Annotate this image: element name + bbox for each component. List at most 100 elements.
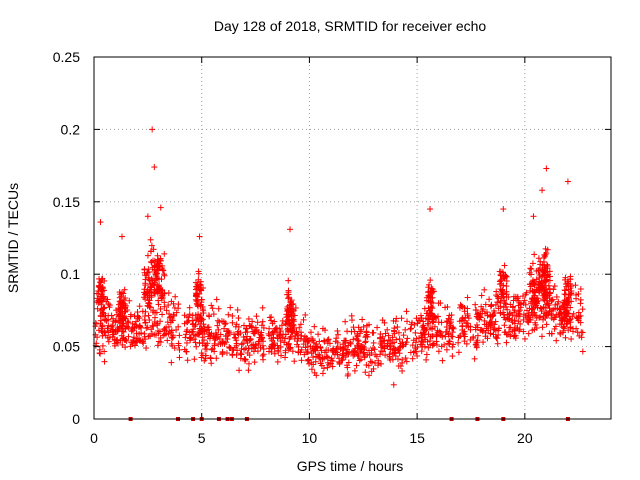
data-point [192,296,199,303]
data-point [521,335,528,342]
data-point [101,358,108,365]
data-point [377,340,384,347]
data-point [199,340,206,347]
data-point [95,283,102,290]
data-point [537,313,544,320]
data-point [94,305,101,312]
data-point [138,324,145,331]
data-point [115,339,122,346]
data-point [390,344,397,351]
data-point [529,260,536,267]
data-point [515,302,522,309]
data-point [543,309,550,316]
data-point [277,338,284,345]
data-point [161,271,168,278]
data-point [413,335,420,342]
data-point [502,300,509,307]
data-point [265,330,272,337]
data-point [564,178,571,185]
data-point [531,296,538,303]
data-point [501,262,508,269]
data-point [258,336,265,343]
data-point [175,323,182,330]
data-point [474,310,481,317]
data-point [144,213,151,220]
data-point [339,350,346,357]
data-point [116,325,123,332]
data-point [142,308,149,315]
data-point [457,301,464,308]
data-point [289,301,296,308]
data-point [105,338,112,345]
data-point [114,336,121,343]
data-point [542,294,549,301]
data-point [275,348,282,355]
data-point [531,251,538,258]
data-point [143,325,150,332]
data-point [572,282,579,289]
data-point [156,263,163,270]
data-point [184,357,191,364]
data-point [196,290,203,297]
data-point [97,320,104,327]
data-point [528,309,535,316]
data-point [148,248,155,255]
data-point [168,327,175,334]
data-point [142,272,149,279]
data-point [366,347,373,354]
data-point [170,312,177,319]
data-point [543,321,550,328]
data-point [122,304,129,311]
data-point [501,311,508,318]
data-point [310,347,317,354]
data-point [305,356,312,363]
data-point [318,347,325,354]
data-point [570,325,577,332]
data-point [186,329,193,336]
data-point [467,326,474,333]
data-point [176,332,183,339]
data-point [437,329,444,336]
data-point [97,307,104,314]
data-point [279,322,286,329]
data-point [402,355,409,362]
data-point [297,349,304,356]
data-point [360,323,367,330]
data-point [473,344,480,351]
data-point [274,358,281,365]
data-point [362,369,369,376]
data-point [125,333,132,340]
data-point [208,302,215,309]
data-point [500,304,507,311]
data-point [414,352,421,359]
data-point [291,358,298,365]
data-point [250,341,257,348]
data-point [169,317,176,324]
data-point [516,299,523,306]
data-point [543,165,550,172]
data-point [335,331,342,338]
data-point [98,286,105,293]
data-point [431,340,438,347]
data-point [442,333,449,340]
data-point [382,352,389,359]
data-point [141,286,148,293]
data-point [455,339,462,346]
data-point [407,326,414,333]
data-point [277,343,284,350]
data-point [290,322,297,329]
data-point [159,292,166,299]
data-point [480,339,487,346]
data-point [464,312,471,319]
data-point [313,372,320,379]
data-point [154,288,161,295]
data-point [482,329,489,336]
data-point [427,206,434,213]
data-point [104,325,111,332]
data-point [435,319,442,326]
data-point [286,326,293,333]
data-point [429,305,436,312]
data-point [209,305,216,312]
data-point [495,305,502,312]
data-point [399,356,406,363]
